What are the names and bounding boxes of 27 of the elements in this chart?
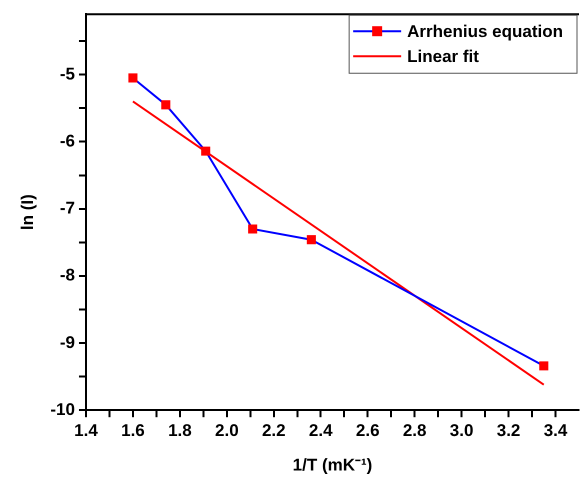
legend-label: Arrhenius equation — [407, 22, 564, 41]
y-axis-title: ln (I) — [18, 194, 37, 230]
x-tick-label: 1.6 — [121, 421, 145, 440]
point — [248, 224, 258, 234]
x-tick-label: 2.4 — [308, 421, 334, 440]
x-tick-label: 2.8 — [402, 421, 426, 440]
x-axis-title: 1/T (mK⁻¹) — [292, 455, 372, 474]
point — [201, 146, 210, 156]
x-tick-label: 3.0 — [450, 421, 474, 440]
x-tick-label: 2.0 — [215, 421, 239, 440]
y-tick-label: -8 — [60, 266, 75, 285]
point — [128, 73, 138, 82]
point — [161, 100, 170, 110]
legend-label: Linear fit — [407, 46, 480, 66]
x-tick-label: 1.4 — [74, 421, 98, 440]
point — [539, 361, 548, 370]
x-tick-label: 1.8 — [168, 421, 192, 440]
y-tick-label: -7 — [60, 198, 75, 218]
y-tick-label: -5 — [60, 64, 75, 84]
point — [306, 235, 316, 244]
y-tick-label: -9 — [60, 332, 75, 352]
y-tick-label: -10 — [50, 400, 75, 419]
y-tick-label: -6 — [60, 131, 75, 150]
x-tick-label: 2.6 — [356, 421, 380, 440]
x-tick-label: 3.4 — [544, 421, 568, 440]
x-tick-label: 2.2 — [262, 421, 286, 440]
x-tick-label: 3.2 — [496, 421, 520, 440]
